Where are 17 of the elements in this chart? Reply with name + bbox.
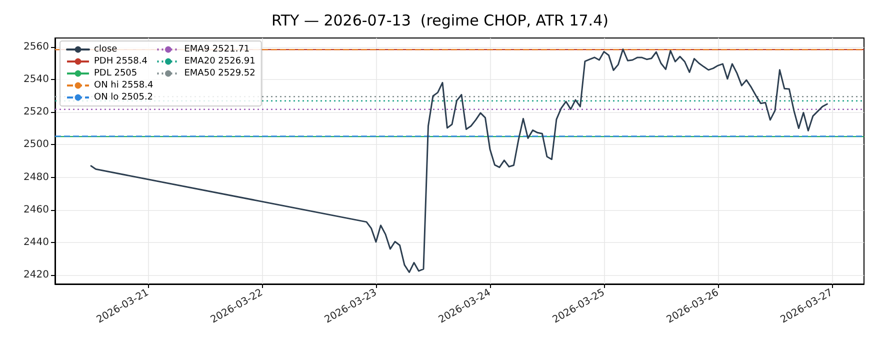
y-tick-label: 2440	[24, 236, 49, 248]
y-tick-label: 2520	[24, 106, 49, 118]
legend-label: ON hi 2558.4	[94, 80, 154, 90]
y-tick-label: 2560	[24, 41, 49, 52]
legend-label: ON lo 2505.2	[94, 92, 154, 102]
legend-label: EMA50 2529.52	[184, 68, 256, 78]
legend-label: PDH 2558.4	[94, 56, 148, 66]
legend-label: EMA20 2526.91	[184, 56, 256, 66]
y-tick-label: 2480	[24, 172, 49, 183]
legend-label: EMA9 2521.71	[184, 44, 250, 54]
y-tick-label: 2420	[24, 270, 49, 281]
y-tick-label: 2500	[24, 139, 49, 150]
legend-label: PDL 2505	[94, 68, 138, 78]
y-tick-label: 2540	[24, 74, 49, 86]
y-tick-label: 2460	[24, 204, 49, 216]
legend-label: close	[94, 44, 118, 54]
chart-title: RTY — 2026-07-13 (regime CHOP, ATR 17.4)	[272, 12, 608, 30]
